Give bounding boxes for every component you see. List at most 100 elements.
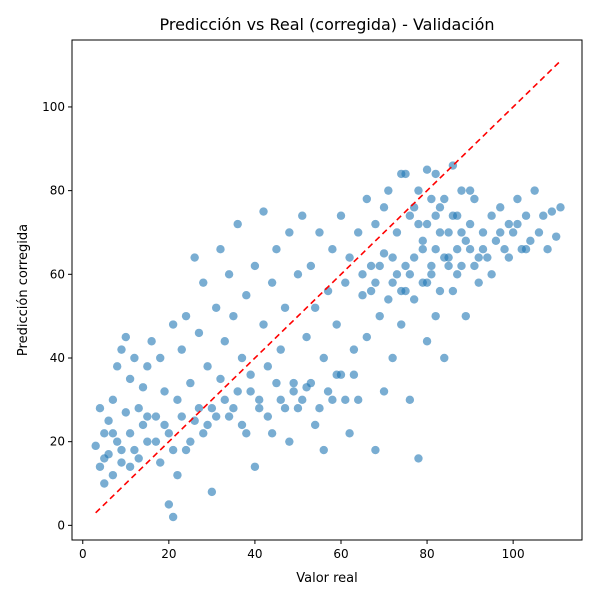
scatter-points — [91, 161, 565, 522]
data-point — [220, 395, 229, 405]
plot-frame — [71, 39, 583, 541]
data-point — [229, 404, 238, 413]
data-point — [190, 253, 199, 262]
data-point — [470, 261, 479, 271]
data-point — [220, 337, 229, 346]
data-point — [362, 332, 372, 342]
data-point — [371, 219, 380, 229]
data-point — [422, 165, 432, 174]
x-tick-label: 0 — [79, 547, 87, 561]
data-point — [207, 404, 217, 413]
data-point — [310, 303, 320, 312]
x-tick-label: 20 — [161, 547, 176, 561]
data-point — [508, 228, 518, 237]
data-point — [345, 253, 354, 262]
data-point — [431, 169, 440, 179]
data-point — [534, 228, 544, 237]
data-point — [500, 245, 509, 254]
data-point — [134, 404, 143, 413]
data-point — [358, 270, 367, 279]
data-point — [164, 429, 174, 438]
data-point — [371, 278, 380, 287]
data-point — [366, 286, 376, 296]
data-point — [242, 291, 251, 300]
y-axis-label: Predicción corregida — [16, 224, 31, 356]
data-point — [237, 353, 247, 363]
data-point — [474, 278, 483, 287]
data-point — [435, 228, 445, 237]
data-point — [138, 383, 148, 392]
x-axis-ticks: 0 20 40 60 80 100 — [79, 540, 525, 561]
y-tick-label: 20 — [50, 435, 65, 449]
data-point — [457, 186, 466, 195]
data-point — [280, 404, 290, 413]
data-point — [379, 249, 389, 258]
data-point — [224, 412, 234, 421]
data-point — [112, 362, 122, 371]
data-point — [207, 487, 217, 497]
y-tick-label: 0 — [57, 518, 65, 532]
data-point — [242, 429, 251, 438]
data-point — [491, 236, 501, 246]
data-point — [444, 261, 453, 271]
data-point — [457, 228, 466, 237]
data-point — [422, 337, 432, 346]
data-point — [255, 404, 264, 413]
data-point — [130, 353, 139, 363]
data-point — [388, 278, 397, 287]
data-point — [285, 228, 294, 237]
data-point — [526, 236, 535, 246]
data-point — [328, 245, 337, 254]
data-point — [160, 387, 169, 396]
data-point — [341, 395, 350, 405]
data-point — [366, 261, 376, 271]
x-tick-label: 80 — [419, 547, 434, 561]
data-point — [168, 445, 178, 455]
data-point — [272, 378, 281, 388]
data-point — [392, 228, 402, 237]
data-point — [452, 245, 462, 254]
data-point — [134, 454, 143, 463]
x-tick-label: 60 — [333, 547, 348, 561]
data-point — [181, 311, 191, 321]
data-point — [125, 429, 135, 438]
data-point — [190, 416, 199, 425]
data-point — [431, 211, 440, 220]
data-point — [173, 395, 182, 405]
data-point — [95, 404, 105, 413]
data-point — [216, 245, 225, 254]
data-point — [461, 311, 470, 321]
data-point — [267, 429, 277, 438]
data-point — [306, 378, 316, 388]
data-point — [384, 186, 393, 195]
data-point — [319, 445, 328, 455]
data-point — [211, 303, 221, 312]
data-point — [143, 437, 152, 446]
data-point — [504, 219, 514, 229]
data-point — [194, 404, 204, 413]
data-point — [465, 219, 475, 229]
data-point — [255, 395, 264, 405]
data-point — [401, 261, 410, 271]
data-point — [328, 395, 337, 405]
x-tick-label: 40 — [247, 547, 262, 561]
data-point — [362, 194, 372, 204]
data-point — [384, 295, 393, 304]
data-point — [173, 470, 182, 480]
data-point — [388, 253, 397, 262]
data-point — [521, 245, 531, 254]
y-tick-label: 40 — [50, 351, 65, 365]
data-point — [440, 194, 449, 204]
data-point — [345, 429, 354, 438]
data-point — [276, 345, 285, 354]
data-point — [104, 416, 113, 425]
data-point — [332, 370, 341, 379]
data-point — [431, 245, 440, 254]
data-point — [465, 186, 475, 195]
data-point — [302, 332, 311, 342]
data-point — [409, 295, 419, 304]
data-point — [409, 203, 419, 212]
data-point — [156, 458, 165, 467]
data-point — [513, 194, 522, 204]
